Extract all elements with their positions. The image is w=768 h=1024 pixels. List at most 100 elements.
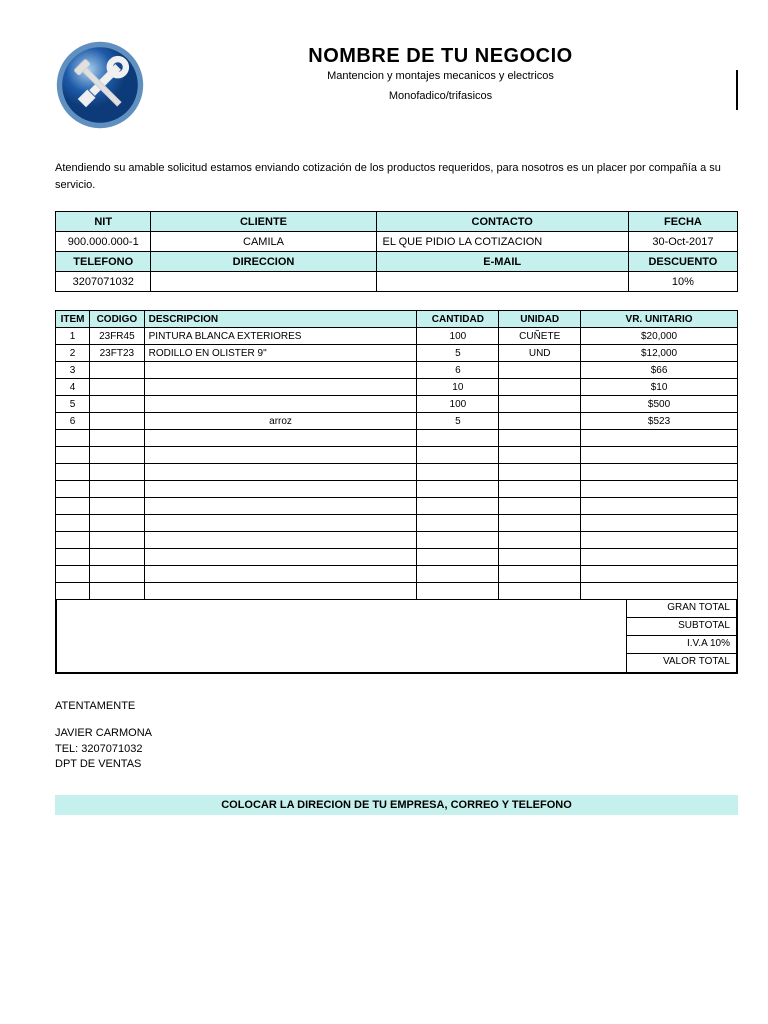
table-row: [56, 447, 738, 464]
table-row: 6arroz5$523: [56, 413, 738, 430]
col-cantidad: CANTIDAD: [417, 311, 499, 328]
table-row: [56, 549, 738, 566]
label-cliente: CLIENTE: [151, 212, 376, 232]
cell-unidad: [499, 447, 581, 464]
table-row: [56, 566, 738, 583]
cell-descripcion: [144, 532, 417, 549]
cell-descripcion: arroz: [144, 413, 417, 430]
business-subtitle-1: Mantencion y montajes mecanicos y electr…: [165, 70, 716, 82]
cell-unitario: $500: [581, 396, 738, 413]
label-gran-total: GRAN TOTAL: [626, 600, 736, 618]
business-subtitle-2: Monofadico/trifasicos: [165, 90, 716, 102]
cell-codigo: [90, 464, 145, 481]
cell-codigo: [90, 396, 145, 413]
table-row: [56, 464, 738, 481]
col-descripcion: DESCRIPCION: [144, 311, 417, 328]
value-email: [376, 272, 628, 292]
cell-descripcion: PINTURA BLANCA EXTERIORES: [144, 328, 417, 345]
cell-item: [56, 447, 90, 464]
footer-bar: COLOCAR LA DIRECION DE TU EMPRESA, CORRE…: [55, 795, 738, 815]
label-fecha: FECHA: [628, 212, 737, 232]
cell-codigo: [90, 379, 145, 396]
totals-labels: GRAN TOTAL SUBTOTAL I.V.A 10% VALOR TOTA…: [626, 600, 736, 672]
cell-unidad: [499, 362, 581, 379]
cell-unidad: [499, 430, 581, 447]
cell-unitario: [581, 549, 738, 566]
cell-item: 1: [56, 328, 90, 345]
col-unitario: VR. UNITARIO: [581, 311, 738, 328]
table-row: [56, 481, 738, 498]
cell-cantidad: [417, 481, 499, 498]
cell-descripcion: [144, 515, 417, 532]
table-row: 36$66: [56, 362, 738, 379]
table-row: [56, 430, 738, 447]
cell-codigo: [90, 362, 145, 379]
cell-unitario: [581, 583, 738, 600]
cell-codigo: [90, 413, 145, 430]
cell-item: 5: [56, 396, 90, 413]
cell-cantidad: [417, 430, 499, 447]
label-iva: I.V.A 10%: [626, 636, 736, 654]
table-row: 123FR45PINTURA BLANCA EXTERIORES100CUÑET…: [56, 328, 738, 345]
cell-codigo: [90, 532, 145, 549]
cell-codigo: [90, 549, 145, 566]
cell-unidad: [499, 396, 581, 413]
table-row: [56, 583, 738, 600]
items-table: ITEM CODIGO DESCRIPCION CANTIDAD UNIDAD …: [55, 310, 738, 600]
cell-unidad: [499, 379, 581, 396]
label-contacto: CONTACTO: [376, 212, 628, 232]
cell-item: [56, 532, 90, 549]
cell-cantidad: 6: [417, 362, 499, 379]
cell-item: 6: [56, 413, 90, 430]
cell-descripcion: [144, 498, 417, 515]
value-contacto: EL QUE PIDIO LA COTIZACION: [376, 232, 628, 252]
cell-descripcion: [144, 481, 417, 498]
cell-item: [56, 498, 90, 515]
value-direccion: [151, 272, 376, 292]
cell-unitario: $523: [581, 413, 738, 430]
cell-unidad: [499, 481, 581, 498]
table-row: [56, 498, 738, 515]
cell-codigo: [90, 481, 145, 498]
quotation-document: NOMBRE DE TU NEGOCIO Mantencion y montaj…: [0, 0, 768, 845]
cell-unitario: [581, 498, 738, 515]
sig-tel: TEL: 3207071032: [55, 742, 738, 757]
cell-unidad: [499, 532, 581, 549]
cell-unidad: UND: [499, 345, 581, 362]
totals-spacer: [57, 600, 626, 672]
cell-unidad: [499, 464, 581, 481]
cell-unitario: [581, 481, 738, 498]
cell-codigo: [90, 566, 145, 583]
table-row: 5 100 $500: [56, 396, 738, 413]
cell-descripcion: [144, 583, 417, 600]
cell-descripcion: RODILLO EN OLISTER 9": [144, 345, 417, 362]
cell-unidad: [499, 583, 581, 600]
cell-cantidad: 10: [417, 379, 499, 396]
label-descuento: DESCUENTO: [628, 252, 737, 272]
cell-cantidad: 100: [417, 396, 499, 413]
value-fecha: 30-Oct-2017: [628, 232, 737, 252]
cell-cantidad: [417, 532, 499, 549]
cell-item: [56, 566, 90, 583]
cell-codigo: 23FR45: [90, 328, 145, 345]
signature-block: ATENTAMENTE JAVIER CARMONA TEL: 32070710…: [55, 699, 738, 773]
cell-unitario: [581, 532, 738, 549]
col-codigo: CODIGO: [90, 311, 145, 328]
cell-item: 3: [56, 362, 90, 379]
table-row: 410$10: [56, 379, 738, 396]
cell-descripcion: [144, 362, 417, 379]
sig-name: JAVIER CARMONA: [55, 726, 738, 741]
cell-unitario: [581, 447, 738, 464]
cell-unidad: [499, 413, 581, 430]
cell-unitario: $12,000: [581, 345, 738, 362]
cell-descripcion: [144, 430, 417, 447]
totals-box: GRAN TOTAL SUBTOTAL I.V.A 10% VALOR TOTA…: [55, 600, 738, 674]
label-nit: NIT: [56, 212, 151, 232]
label-telefono: TELEFONO: [56, 252, 151, 272]
cell-codigo: 23FT23: [90, 345, 145, 362]
cell-item: [56, 583, 90, 600]
cell-unidad: [499, 515, 581, 532]
cell-cantidad: [417, 447, 499, 464]
cell-descripcion: [144, 566, 417, 583]
cell-item: 2: [56, 345, 90, 362]
